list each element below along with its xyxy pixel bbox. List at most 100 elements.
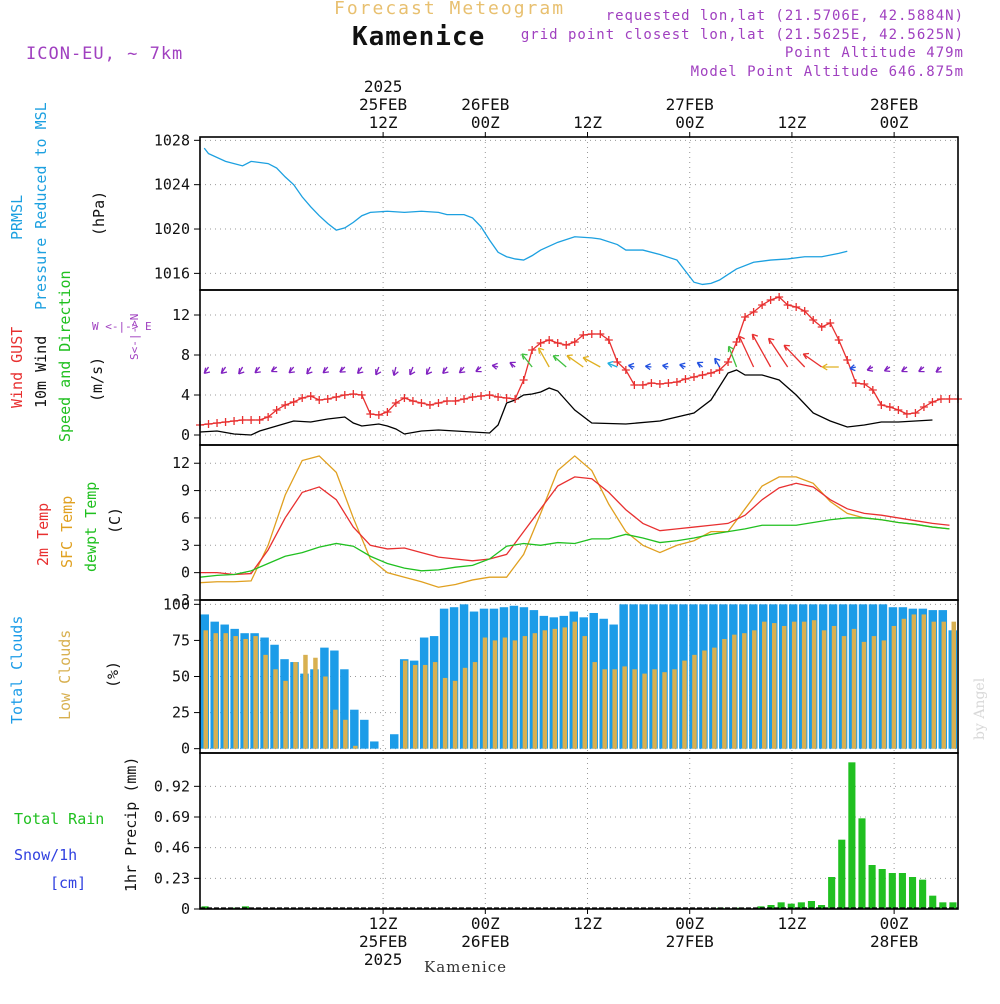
low-clouds-bar — [692, 655, 696, 749]
rain-bar — [879, 869, 886, 909]
bottom-axis-label: 27FEB — [666, 932, 714, 951]
low-clouds-bar — [573, 622, 577, 749]
top-axis-label: 27FEB — [666, 95, 714, 114]
top-axis-label: 25FEB — [359, 95, 407, 114]
gust-marker — [792, 303, 800, 311]
low-clouds-bar — [443, 678, 447, 749]
rain-bar — [858, 818, 865, 909]
low-clouds-bar — [912, 614, 916, 748]
gust-marker — [860, 380, 868, 388]
wind-tick-label: 12 — [172, 306, 190, 324]
precip-tick-label: 0.92 — [154, 777, 190, 795]
wind-direction-arrow — [752, 334, 770, 367]
gust-marker — [256, 416, 264, 424]
low-clouds-bar — [233, 636, 237, 749]
low-clouds-bar — [902, 619, 906, 749]
gust-marker — [290, 398, 298, 406]
gust-marker — [605, 336, 613, 344]
bottom-axis-label: 25FEB — [359, 932, 407, 951]
gust-marker — [886, 403, 894, 411]
gust-marker — [366, 410, 374, 418]
rain-bar — [919, 880, 926, 909]
gust-marker — [205, 420, 213, 428]
precip-tick-label: 0.46 — [154, 839, 190, 857]
low-clouds-bar — [293, 662, 297, 749]
gust-marker — [554, 339, 562, 347]
wind-direction-arrow — [784, 345, 805, 367]
low-clouds-bar — [323, 677, 327, 749]
low-clouds-bar — [752, 630, 756, 748]
bottom-axis-label: 12Z — [369, 914, 398, 933]
low-clouds-bar — [772, 623, 776, 749]
low-clouds-bar — [802, 622, 806, 749]
gust-marker — [486, 391, 494, 399]
low-clouds-bar — [493, 640, 497, 748]
top-axis-label: 00Z — [675, 113, 704, 132]
low-clouds-bar — [642, 674, 646, 749]
rain-bar — [828, 877, 835, 909]
pressure-panel-frame — [200, 137, 958, 290]
gust-marker — [639, 381, 647, 389]
low-clouds-bar — [792, 622, 796, 749]
low-clouds-bar — [243, 639, 247, 749]
low-clouds-bar — [922, 614, 926, 748]
top-axis-label: 26FEB — [461, 95, 509, 114]
gust-marker — [852, 379, 860, 387]
rain-bar — [838, 840, 845, 909]
wind-direction-arrow — [803, 354, 821, 367]
low-clouds-bar — [842, 636, 846, 749]
low-clouds-bar — [822, 630, 826, 748]
top-axis-label: 28FEB — [870, 95, 918, 114]
gust-marker — [562, 341, 570, 349]
gust-marker — [843, 356, 851, 364]
gust-marker — [690, 373, 698, 381]
low-clouds-bar — [353, 746, 357, 749]
gust-marker — [945, 395, 953, 403]
rain-bar — [909, 877, 916, 909]
gust-marker — [349, 390, 357, 398]
low-clouds-bar — [473, 662, 477, 749]
pressure-tick-label: 1028 — [154, 131, 190, 149]
low-clouds-bar — [712, 648, 716, 749]
top-axis-label: 12Z — [369, 113, 398, 132]
low-clouds-bar — [872, 636, 876, 749]
clouds-tick-label: 25 — [172, 704, 190, 722]
total-clouds-bar — [350, 710, 358, 749]
low-clouds-bar — [303, 655, 307, 749]
tsfc-series-line — [200, 456, 949, 587]
gust-marker — [409, 397, 417, 405]
low-clouds-bar — [622, 666, 626, 748]
low-clouds-bar — [832, 626, 836, 749]
gust-marker — [937, 395, 945, 403]
gust-marker — [426, 401, 434, 409]
low-clouds-bar — [602, 669, 606, 748]
gust-marker — [452, 397, 460, 405]
total-clouds-bar — [370, 741, 378, 748]
gust-marker — [281, 401, 289, 409]
wind-direction-arrow — [553, 356, 566, 367]
gust-marker — [835, 336, 843, 344]
gust-marker — [341, 391, 349, 399]
top-axis-label: 2025 — [364, 77, 403, 96]
gust-marker — [460, 395, 468, 403]
gust-marker — [358, 391, 366, 399]
wind-direction-arrow — [739, 336, 753, 367]
temp-panel-frame — [200, 445, 958, 600]
low-clouds-bar — [203, 630, 207, 748]
low-clouds-bar — [253, 636, 257, 749]
bottom-axis-label: 26FEB — [461, 932, 509, 951]
low-clouds-bar — [582, 636, 586, 749]
gust-marker — [375, 411, 383, 419]
gust-marker — [434, 399, 442, 407]
low-clouds-bar — [942, 622, 946, 749]
bottom-axis-label: 2025 — [364, 950, 403, 969]
low-clouds-bar — [852, 629, 856, 749]
low-clouds-bar — [732, 635, 736, 749]
rain-bar — [869, 865, 876, 909]
total-clouds-bar — [360, 720, 368, 749]
low-clouds-bar — [423, 665, 427, 749]
gust-marker — [894, 406, 902, 414]
gust-marker — [332, 393, 340, 401]
